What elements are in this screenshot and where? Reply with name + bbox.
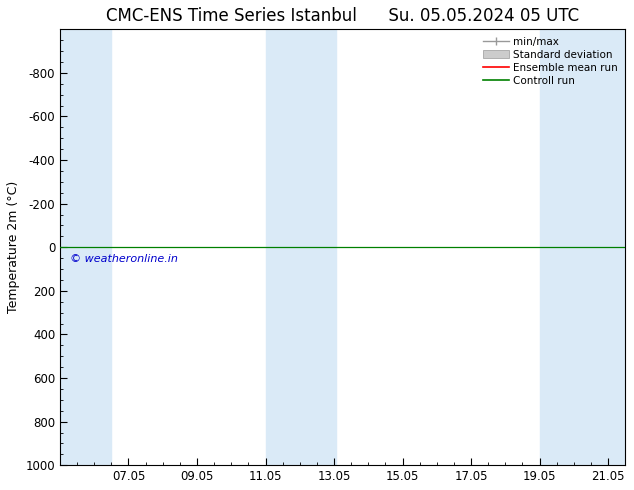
Bar (60, 29, 112, 465)
Bar (540, 29, 625, 465)
Legend: min/max, Standard deviation, Ensemble mean run, Controll run: min/max, Standard deviation, Ensemble me… (481, 34, 620, 88)
Bar (266, 29, 336, 465)
Text: © weatheronline.in: © weatheronline.in (70, 254, 178, 264)
Title: CMC-ENS Time Series Istanbul      Su. 05.05.2024 05 UTC: CMC-ENS Time Series Istanbul Su. 05.05.2… (106, 7, 579, 25)
Y-axis label: Temperature 2m (°C): Temperature 2m (°C) (7, 181, 20, 314)
